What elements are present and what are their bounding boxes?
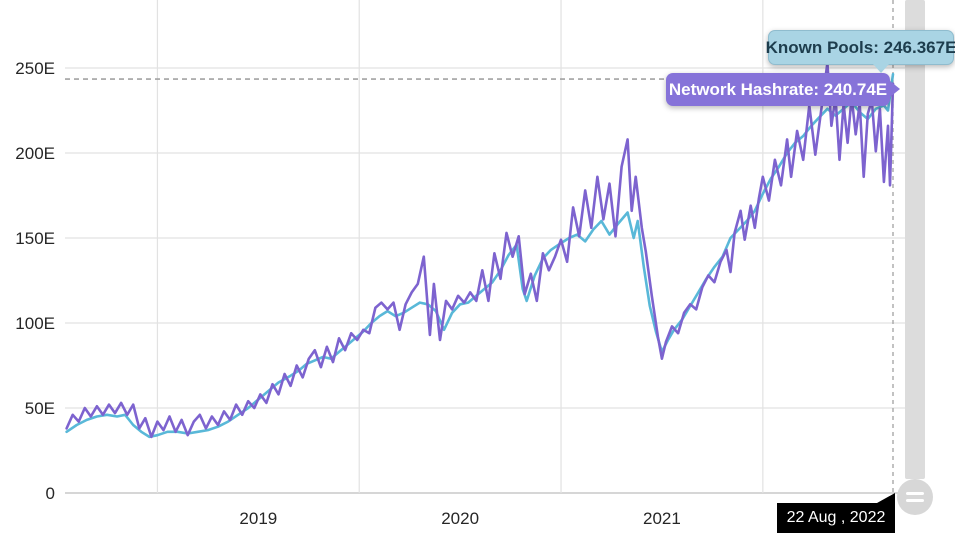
tooltip-known-pools-arrow-icon bbox=[873, 64, 889, 73]
date-label-pointer-icon bbox=[877, 493, 895, 503]
y-tick-label: 250E bbox=[15, 59, 55, 78]
crosshair-date-text: 22 Aug , 2022 bbox=[786, 509, 886, 526]
y-axis-tick-labels: 0 50E 100E 150E 200E 250E bbox=[15, 59, 55, 503]
series-line-known-pools bbox=[65, 72, 895, 439]
x-tick-label: 2020 bbox=[441, 509, 479, 528]
line-series bbox=[65, 61, 895, 439]
scrollbar-track[interactable] bbox=[905, 0, 925, 479]
tooltip-network-hashrate-text: Network Hashrate: 240.74E bbox=[668, 79, 888, 99]
y-tick-label: 100E bbox=[15, 314, 55, 333]
y-tick-label: 150E bbox=[15, 229, 55, 248]
y-tick-label: 50E bbox=[25, 399, 55, 418]
x-tick-label: 2021 bbox=[643, 509, 681, 528]
x-tick-label: 2019 bbox=[239, 509, 277, 528]
tooltip-network-hashrate-arrow-icon bbox=[890, 81, 900, 97]
tooltip-known-pools-text: Known Pools: 246.367E bbox=[765, 37, 955, 57]
gridlines bbox=[65, 0, 905, 494]
y-tick-label: 0 bbox=[46, 484, 55, 503]
crosshair-date-label: 22 Aug , 2022 bbox=[777, 493, 895, 533]
tooltip-known-pools: Known Pools: 246.367E bbox=[765, 30, 955, 73]
x-axis-tick-labels: 2019 2020 2021 bbox=[239, 509, 680, 528]
scrollbar-handle[interactable] bbox=[897, 479, 933, 515]
tooltip-network-hashrate: Network Hashrate: 240.74E bbox=[666, 73, 900, 106]
scrollbar-grip-icon bbox=[906, 492, 924, 495]
series-line-network-hashrate bbox=[65, 61, 895, 439]
y-tick-label: 200E bbox=[15, 144, 55, 163]
scrollbar-grip-icon bbox=[906, 499, 924, 502]
